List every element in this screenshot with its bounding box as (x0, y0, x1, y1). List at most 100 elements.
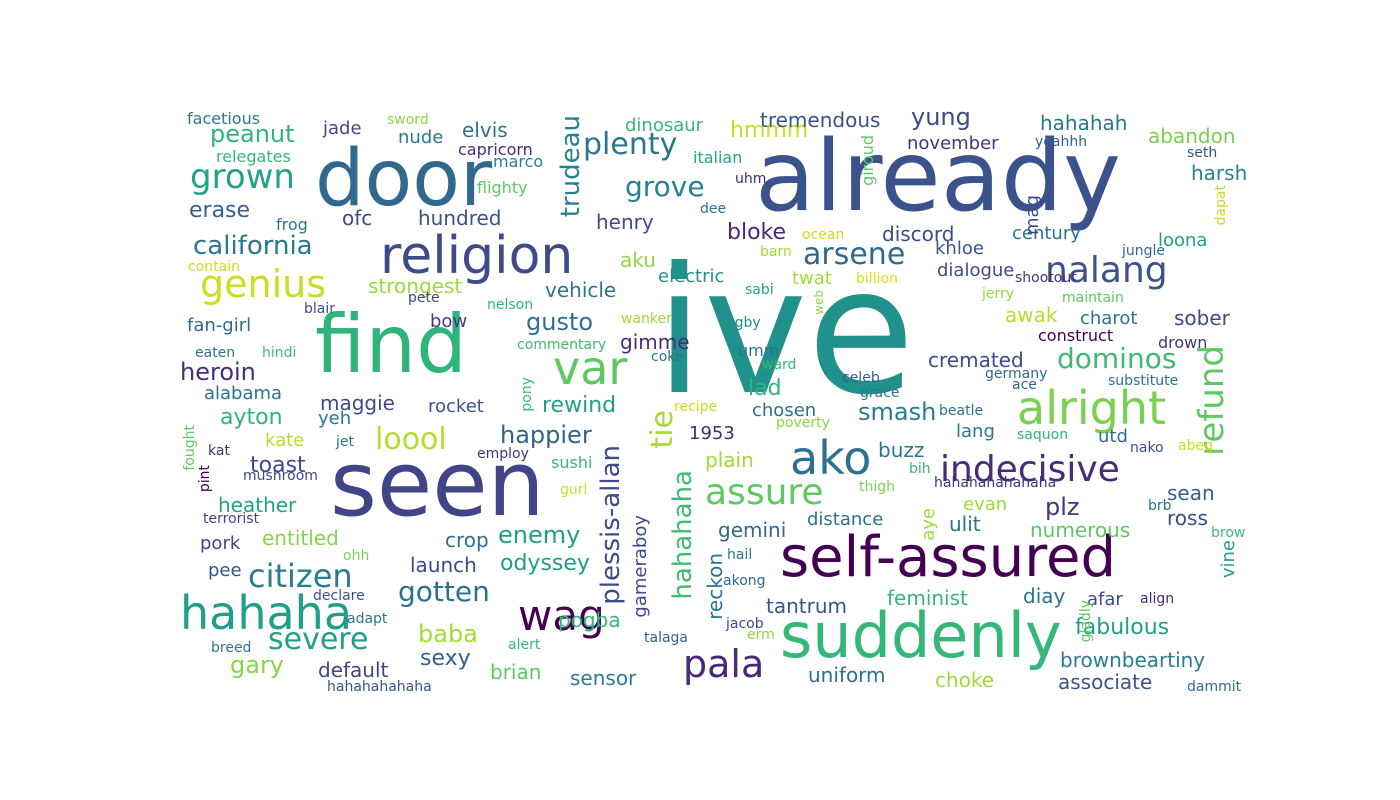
cloud-word: sexy (420, 646, 471, 671)
cloud-word: substitute (1108, 373, 1179, 389)
cloud-word: tie (645, 410, 680, 449)
cloud-word: plz (1045, 493, 1080, 521)
cloud-word: pete (408, 290, 440, 306)
cloud-word: afar (1087, 589, 1123, 610)
cloud-word: citizen (248, 557, 353, 595)
cloud-word: twat (792, 268, 832, 289)
cloud-word: web (812, 290, 826, 315)
cloud-word: mushroom (243, 468, 318, 484)
cloud-word: discord (882, 222, 955, 246)
cloud-word: assure (705, 472, 824, 513)
cloud-word: strongest (368, 274, 463, 298)
cloud-word: bow (430, 311, 468, 332)
cloud-word: pala (683, 642, 765, 686)
cloud-word: dialogue (937, 260, 1015, 281)
cloud-word: harsh (1191, 161, 1248, 185)
cloud-word: toast (250, 453, 306, 478)
cloud-word: happier (500, 421, 592, 449)
cloud-word: hahaha (180, 586, 353, 640)
cloud-word: brow (1211, 525, 1246, 541)
cloud-word: reckon (703, 553, 727, 620)
cloud-word: hahahaha (668, 470, 698, 600)
cloud-word: aye (918, 508, 939, 541)
cloud-word: breed (211, 640, 252, 656)
cloud-word: smash (858, 398, 937, 426)
cloud-word: seen (330, 432, 545, 537)
cloud-word: ive (655, 231, 915, 434)
cloud-word: heather (218, 493, 297, 517)
cloud-word: saquon (1017, 427, 1069, 443)
cloud-word: uhm (735, 171, 767, 187)
cloud-word: crop (445, 528, 489, 552)
cloud-word: hmmm (730, 118, 809, 143)
cloud-word: frog (276, 215, 308, 234)
cloud-word: facetious (187, 109, 261, 128)
cloud-word: wanker (621, 311, 672, 327)
cloud-word: find (315, 298, 467, 391)
cloud-word: germany (985, 366, 1048, 382)
cloud-word: diay (1023, 584, 1066, 608)
cloud-word: rewind (542, 393, 617, 418)
cloud-word: sushi (551, 453, 593, 472)
cloud-word: utd (1098, 426, 1128, 447)
cloud-word: bloke (727, 220, 787, 245)
cloud-word: sober (1174, 306, 1230, 330)
cloud-word: gimme (620, 330, 690, 354)
cloud-word: nelson (487, 297, 534, 313)
cloud-word: suddenly (780, 599, 1062, 672)
cloud-word: numerous (1030, 518, 1131, 542)
cloud-word: launch (410, 553, 477, 577)
cloud-word: kat (208, 443, 230, 459)
cloud-word: jungle (1122, 243, 1166, 259)
cloud-word: nalang (1045, 250, 1168, 291)
cloud-word: akong (723, 573, 766, 589)
cloud-word: default (318, 658, 389, 682)
cloud-word: alabama (204, 383, 283, 404)
cloud-word: hahahahahaha (327, 679, 432, 695)
cloud-word: coke (651, 349, 684, 365)
cloud-word: indecisive (940, 449, 1120, 490)
cloud-word: ayton (220, 405, 283, 430)
cloud-word: peanut (210, 120, 295, 148)
cloud-word: loona (1158, 230, 1208, 251)
cloud-word: gary (230, 651, 285, 679)
cloud-word: talaga (644, 630, 689, 646)
cloud-word: nako (1130, 440, 1164, 456)
cloud-word: hahahah (1040, 111, 1128, 135)
cloud-word: century (1012, 223, 1081, 244)
cloud-word: brownbeartiny (1060, 648, 1206, 672)
cloud-word: fabulous (1075, 615, 1170, 640)
cloud-word: alright (1017, 381, 1167, 435)
cloud-word: sword (387, 112, 429, 128)
cloud-word: eaten (195, 345, 236, 361)
cloud-word: dee (700, 201, 727, 217)
cloud-word: lad (748, 376, 782, 401)
cloud-word: erase (189, 198, 251, 223)
cloud-word: adapt (347, 611, 388, 627)
cloud-word: maggie (320, 391, 395, 415)
cloud-word: brb (1148, 498, 1172, 514)
cloud-word: awak (1005, 303, 1058, 327)
cloud-word: thigh (859, 479, 896, 495)
cloud-word: dammit (1187, 679, 1242, 695)
cloud-word: wag (518, 591, 605, 640)
cloud-word: uniform (808, 663, 886, 687)
cloud-word: pint (197, 465, 213, 493)
cloud-word: door (315, 134, 493, 224)
cloud-word: hail (727, 547, 753, 563)
cloud-word: 1953 (689, 423, 735, 444)
cloud-word: sean (1167, 481, 1215, 505)
cloud-word: hahahahahahaha (934, 475, 1057, 491)
cloud-word: ako (790, 431, 872, 485)
cloud-word: blair (304, 301, 336, 317)
cloud-word: nude (398, 127, 444, 148)
cloud-word: gotten (398, 575, 490, 608)
cloud-word: pogba (558, 608, 621, 632)
cloud-word: gameraboy (630, 515, 651, 618)
cloud-word: buzz (878, 438, 925, 462)
cloud-word: shootout (1015, 270, 1077, 286)
cloud-word: loool (375, 422, 447, 457)
cloud-word: dinosaur (625, 115, 704, 136)
cloud-word: capricorn (458, 140, 533, 159)
cloud-word: aku (620, 248, 656, 272)
